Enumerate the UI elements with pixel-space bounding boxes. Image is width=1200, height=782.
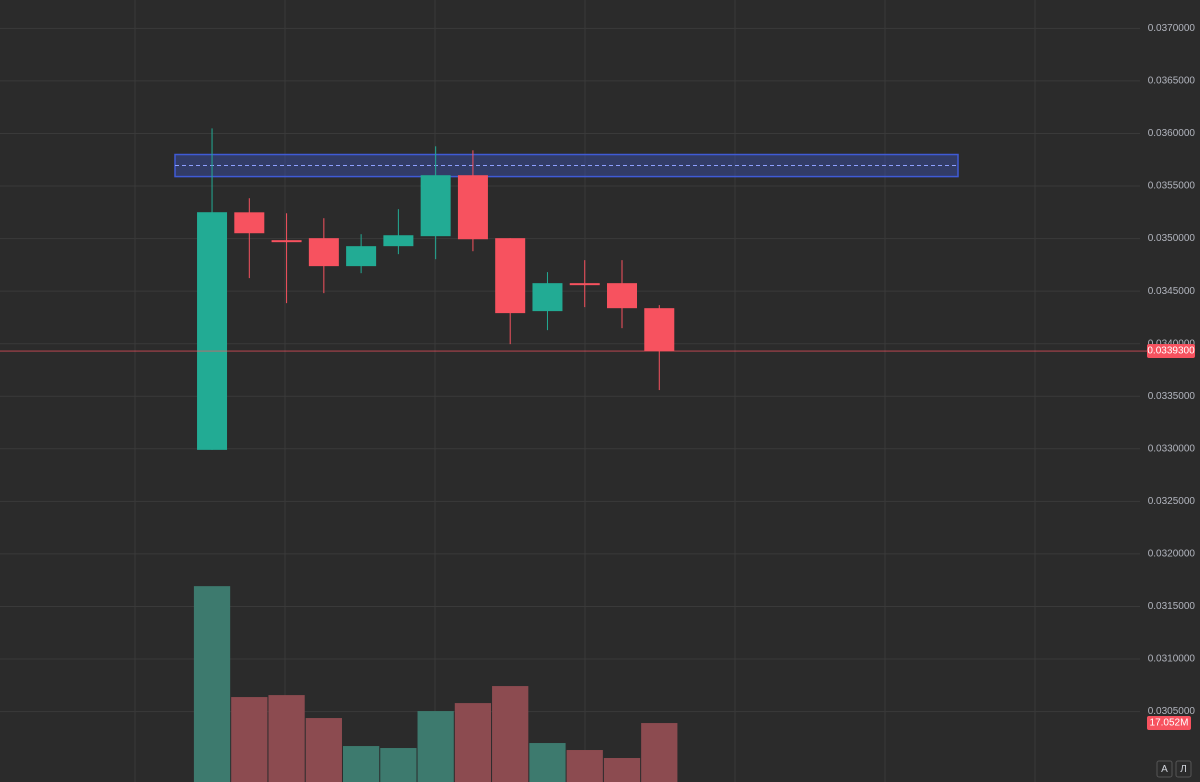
y-tick-label: 0.0360000 bbox=[1148, 128, 1196, 139]
y-tick-label: 0.0330000 bbox=[1148, 443, 1196, 454]
candle-body bbox=[457, 175, 488, 240]
y-tick-label: 0.0350000 bbox=[1148, 233, 1196, 244]
candle-body bbox=[495, 238, 526, 314]
time-grid bbox=[134, 0, 1036, 782]
last-volume-badge bbox=[1147, 716, 1191, 731]
volume-bar bbox=[268, 695, 305, 782]
y-tick-label: 0.0340000 bbox=[1148, 338, 1196, 349]
y-tick-label: 0.0370000 bbox=[1148, 23, 1196, 34]
volume-bar bbox=[603, 758, 641, 782]
volume-bar bbox=[193, 586, 231, 782]
y-tick-label: 0.0305000 bbox=[1148, 706, 1196, 717]
last-volume-label: 17.052M bbox=[1150, 718, 1189, 729]
candle-body bbox=[383, 235, 414, 247]
candle-body bbox=[308, 238, 339, 267]
scale-button[interactable] bbox=[1175, 760, 1192, 778]
last-price-label: 0.0339300 bbox=[1147, 346, 1195, 357]
y-tick-label: 0.0320000 bbox=[1148, 549, 1196, 560]
volume-bar bbox=[454, 703, 492, 782]
volume-bar bbox=[417, 711, 454, 782]
candle-body bbox=[197, 212, 228, 450]
candle-body bbox=[234, 212, 265, 234]
candle-body bbox=[607, 283, 638, 309]
candle-body bbox=[346, 246, 377, 267]
volume-bar bbox=[641, 723, 678, 782]
scale-button[interactable] bbox=[1156, 760, 1173, 778]
candle-body bbox=[644, 308, 675, 352]
candle-body bbox=[420, 175, 451, 237]
y-tick-label: 0.0355000 bbox=[1148, 181, 1196, 192]
y-tick-label: 0.0365000 bbox=[1148, 76, 1196, 87]
volume-bar bbox=[529, 743, 566, 782]
candle-body bbox=[532, 283, 563, 312]
y-tick-label: 0.0345000 bbox=[1148, 286, 1196, 297]
scale-button-label[interactable]: Л bbox=[1180, 764, 1187, 775]
y-tick-label: 0.0310000 bbox=[1148, 654, 1196, 665]
volume-bar bbox=[231, 697, 268, 782]
volume-bar bbox=[380, 748, 417, 782]
volume-bar bbox=[305, 718, 342, 782]
volume-bar bbox=[342, 746, 380, 782]
last-price-badge bbox=[1147, 344, 1195, 359]
y-tick-label: 0.0325000 bbox=[1148, 496, 1196, 507]
volume-bar bbox=[492, 686, 529, 782]
candle-body bbox=[569, 283, 600, 286]
scale-button-label[interactable]: A bbox=[1161, 764, 1168, 775]
candle-body bbox=[271, 240, 302, 243]
y-tick-label: 0.0315000 bbox=[1148, 601, 1196, 612]
volume-bar bbox=[566, 750, 603, 782]
y-tick-label: 0.0335000 bbox=[1148, 391, 1196, 402]
